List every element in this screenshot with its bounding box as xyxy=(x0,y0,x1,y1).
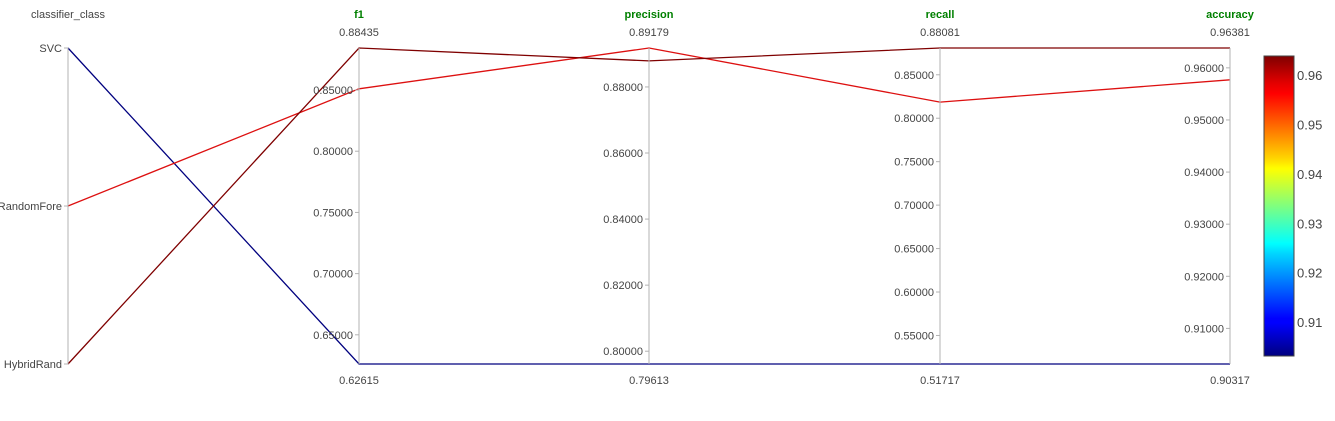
tick-label-f1: 0.65000 xyxy=(313,330,353,342)
axis-min-label-precision: 0.79613 xyxy=(629,375,669,387)
tick-label-precision: 0.82000 xyxy=(603,280,643,292)
tick-label-precision: 0.84000 xyxy=(603,214,643,226)
tick-label-f1: 0.80000 xyxy=(313,146,353,158)
axis-min-label-recall: 0.51717 xyxy=(920,375,960,387)
colorbar-tick-label: 0.94 xyxy=(1297,167,1322,182)
tick-label-precision: 0.86000 xyxy=(603,148,643,160)
colorbar: 0.91 0.92 0.93 0.94 0.95 0.96 xyxy=(1263,55,1322,357)
tick-label-recall: 0.75000 xyxy=(894,157,934,169)
tick-label-accuracy: 0.92000 xyxy=(1184,271,1224,283)
tick-label-accuracy: 0.94000 xyxy=(1184,167,1224,179)
colorbar-tick-label: 0.92 xyxy=(1297,266,1322,281)
category-label-randomfore: RandomFore xyxy=(0,201,62,213)
colorbar-tick-label: 0.91 xyxy=(1297,315,1322,330)
tick-label-accuracy: 0.93000 xyxy=(1184,219,1224,231)
axis-title-classifier-class: classifier_class xyxy=(31,9,105,21)
category-label-hybridrand: HybridRand xyxy=(4,359,62,371)
axis-max-label-precision: 0.89179 xyxy=(629,27,669,39)
tick-label-recall: 0.80000 xyxy=(894,113,934,125)
tick-label-accuracy: 0.96000 xyxy=(1184,63,1224,75)
tick-label-recall: 0.65000 xyxy=(894,244,934,256)
colorbar-tick-label: 0.93 xyxy=(1297,216,1322,231)
category-label-svc: SVC xyxy=(39,43,62,55)
tick-label-f1: 0.70000 xyxy=(313,269,353,281)
axis-max-label-recall: 0.88081 xyxy=(920,27,960,39)
colorbar-gradient xyxy=(1263,55,1295,357)
tick-label-accuracy: 0.95000 xyxy=(1184,115,1224,127)
axis-title-accuracy: accuracy xyxy=(1206,9,1255,21)
tick-label-recall: 0.60000 xyxy=(894,287,934,299)
tick-label-recall: 0.85000 xyxy=(894,70,934,82)
axis-title-precision: precision xyxy=(625,9,674,21)
tick-label-precision: 0.88000 xyxy=(603,82,643,94)
axis-title-f1: f1 xyxy=(354,9,364,21)
axis-max-label-accuracy: 0.96381 xyxy=(1210,27,1250,39)
colorbar-tick-label: 0.95 xyxy=(1297,117,1322,132)
axis-min-label-accuracy: 0.90317 xyxy=(1210,375,1250,387)
tick-label-precision: 0.80000 xyxy=(603,346,643,358)
axis-title-recall: recall xyxy=(926,9,955,21)
axis-min-label-f1: 0.62615 xyxy=(339,375,379,387)
tick-label-f1: 0.75000 xyxy=(313,207,353,219)
tick-label-recall: 0.55000 xyxy=(894,330,934,342)
tick-label-accuracy: 0.91000 xyxy=(1184,323,1224,335)
axis-max-label-f1: 0.88435 xyxy=(339,27,379,39)
tick-label-recall: 0.70000 xyxy=(894,200,934,212)
tick-label-f1: 0.85000 xyxy=(313,85,353,97)
colorbar-tick-label: 0.96 xyxy=(1297,68,1322,83)
axes: classifier_class SVC RandomFore HybridRand f… xyxy=(0,9,1255,387)
